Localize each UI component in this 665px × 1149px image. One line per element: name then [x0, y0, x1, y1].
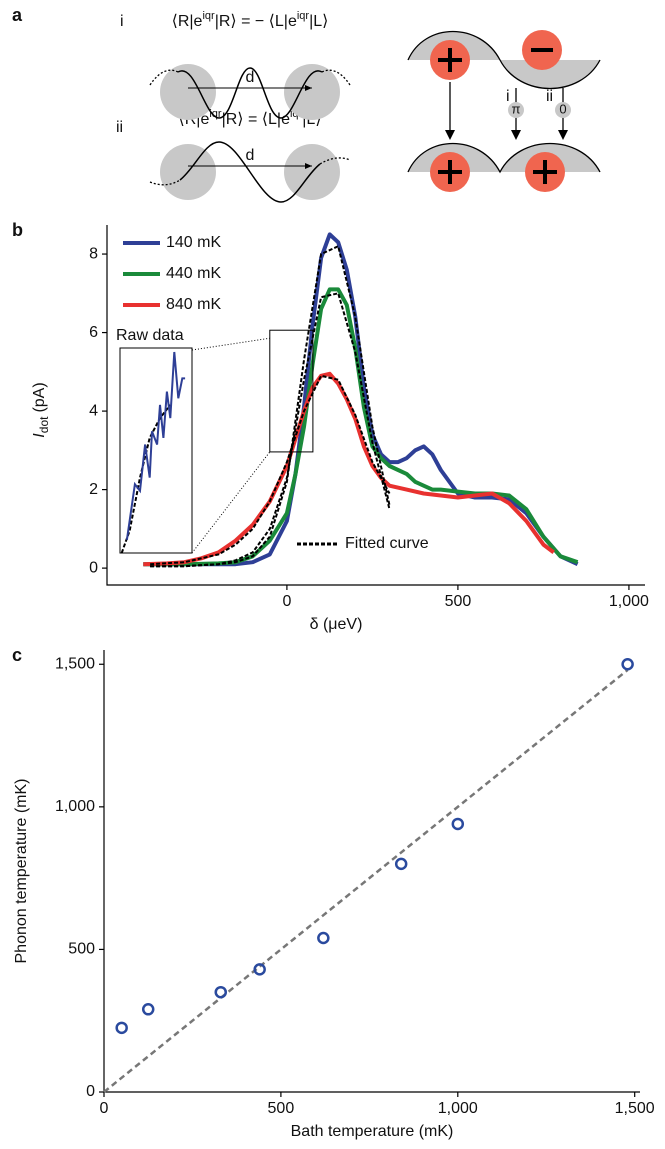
panel-label: c [12, 645, 22, 665]
y-tick-label: 0 [86, 1083, 95, 1100]
data-point [394, 857, 408, 871]
equation-part: |R⟩ = ⟨L|e [222, 111, 290, 128]
row-label: i [120, 13, 124, 30]
data-point [317, 931, 330, 945]
y-axis-label: Idot (pA) [31, 382, 51, 437]
legend-label: 440 mK [166, 265, 221, 282]
transition-label: ii [546, 88, 553, 105]
y-label-symbol: I [31, 433, 48, 438]
y-tick-label: 8 [89, 245, 98, 262]
diagram-left: i ii ⟨R|eiqr|R⟩ = − ⟨L|eiqr|L⟩ ⟨R|eiqr|R… [116, 10, 351, 203]
data-point [214, 985, 228, 999]
wave-dotted [321, 69, 351, 86]
arrow-head [558, 130, 568, 140]
data-line [143, 232, 579, 567]
x-tick-label: 1,500 [615, 1100, 655, 1117]
arrow-head [305, 163, 312, 169]
wave-dotted [149, 69, 179, 86]
legend-label: 140 mK [166, 234, 221, 251]
y-axis-label: Phonon temperature (mK) [13, 779, 30, 964]
transition-label: i [506, 88, 510, 105]
y-tick-label: 2 [89, 481, 98, 498]
x-tick-label: 0 [100, 1100, 109, 1117]
arrow-head [511, 130, 521, 140]
data-point [115, 1021, 128, 1035]
wave [179, 141, 321, 203]
arrow-head [445, 130, 455, 140]
potential [407, 30, 601, 89]
phase-label: π [512, 101, 521, 116]
phase-badge [508, 102, 524, 118]
wave-dotted [319, 157, 351, 165]
dot-circle [284, 64, 340, 120]
data-point [451, 817, 465, 831]
wave [177, 67, 323, 119]
x-tick-label: 500 [445, 593, 472, 610]
wave-dotted [149, 179, 181, 186]
legend-label: 840 mK [166, 296, 221, 313]
x-tick-label: 500 [268, 1100, 295, 1117]
plus-sign [438, 160, 462, 184]
superscript: iqr [202, 10, 215, 22]
x-axis-label: Bath temperature (mK) [291, 1123, 454, 1140]
y-label-subscript: dot [37, 416, 51, 433]
x-axis-label: δ (μeV) [310, 616, 363, 633]
phase-label: 0 [559, 101, 566, 116]
inset-label: Raw data [116, 327, 184, 344]
arrow-head [305, 85, 312, 91]
y-tick-label: 6 [89, 324, 98, 341]
zoom-box [269, 329, 314, 453]
plus-sign [533, 160, 557, 184]
y-tick-label: 4 [89, 402, 98, 419]
y-tick-label: 1,000 [55, 798, 95, 815]
dot-circle [160, 64, 216, 120]
legend-label: Fitted curve [345, 535, 429, 552]
equation-part: |L⟩ [309, 13, 328, 30]
diagram-right: i π ii 0 [407, 30, 601, 192]
superscript: iqr [297, 10, 310, 22]
superscript: iqr [209, 108, 222, 120]
y-tick-label: 0 [89, 559, 98, 576]
plus-sign [438, 48, 462, 72]
inset-box [119, 347, 193, 554]
equation-part: ⟨R|e [172, 13, 203, 30]
x-tick-label: 1,000 [438, 1100, 478, 1117]
inset-line [125, 351, 186, 540]
panel-label: a [12, 5, 23, 25]
equation: ⟨R|eiqr|R⟩ = − ⟨L|eiqr|L⟩ [172, 10, 329, 30]
potential [407, 142, 601, 174]
zoom-connector [191, 337, 270, 351]
distance-label: d [246, 147, 255, 164]
row-label: ii [116, 119, 123, 136]
data-point [253, 963, 266, 976]
equation-part: |R⟩ = − ⟨L|e [215, 13, 297, 30]
axes [106, 225, 645, 586]
x-tick-label: 1,000 [609, 593, 649, 610]
reference-line [103, 669, 629, 1093]
zoom-connector [191, 451, 271, 554]
y-tick-label: 500 [68, 941, 95, 958]
y-label-unit: (pA) [31, 382, 48, 412]
panel-label: b [12, 220, 23, 240]
phase-badge [555, 102, 571, 118]
y-tick-label: 1,500 [55, 655, 95, 672]
fit-line [150, 292, 391, 568]
fit-line [150, 374, 391, 566]
data-point [141, 1003, 155, 1016]
distance-label: d [246, 69, 255, 86]
x-tick-label: 0 [282, 593, 291, 610]
data-point [621, 658, 634, 671]
